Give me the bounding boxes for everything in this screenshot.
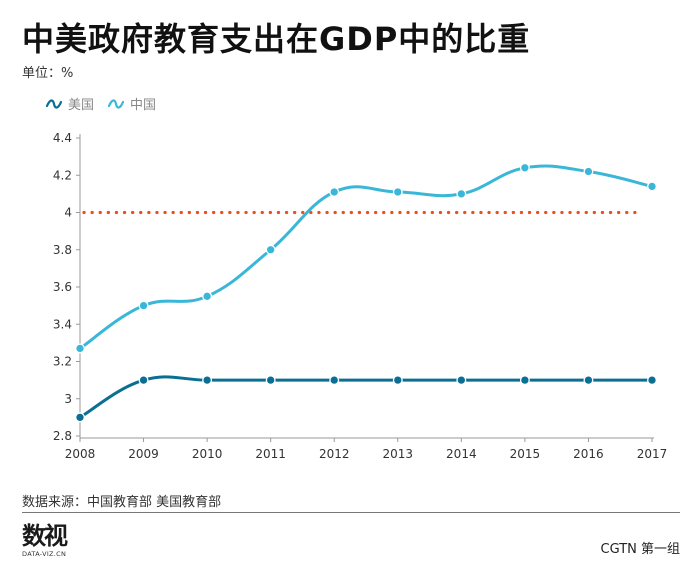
x-tick-label: 2016 bbox=[573, 447, 604, 461]
data-point-0-2016 bbox=[583, 375, 594, 386]
legend-item-us[interactable]: 美国 bbox=[46, 94, 94, 113]
legend-swatch-china-icon bbox=[108, 98, 125, 109]
series-line-1 bbox=[78, 164, 654, 350]
legend-swatch-us-icon bbox=[46, 98, 62, 109]
legend: 美国 中国 bbox=[46, 94, 156, 113]
data-point-1-2015 bbox=[519, 162, 530, 173]
line-chart: 2.8 3 3.2 3.4 3.6 3.8 4 4.2 4.4 2008 2009 2010 2011 2… bbox=[53, 131, 667, 461]
y-tick-label: 4 bbox=[64, 206, 72, 220]
x-tick-label: 2009 bbox=[128, 447, 159, 461]
chart-title: 中美政府教育支出在GDP中的比重 bbox=[22, 20, 531, 58]
data-point-1-2010 bbox=[202, 291, 213, 302]
y-tick-label: 3.2 bbox=[53, 355, 72, 369]
x-tick-label: 2010 bbox=[192, 447, 223, 461]
y-tick-label: 3.8 bbox=[53, 243, 72, 257]
data-point-1-2017 bbox=[647, 181, 657, 192]
y-tick-label: 4.2 bbox=[53, 168, 72, 182]
data-point-1-2014 bbox=[456, 188, 467, 199]
data-point-0-2013 bbox=[392, 375, 403, 386]
y-tick-label: 3.4 bbox=[53, 317, 72, 331]
footer-divider bbox=[22, 512, 680, 513]
x-tick-label: 2017 bbox=[637, 447, 668, 461]
y-tick-label: 2.8 bbox=[53, 429, 72, 443]
data-viz-logo: 数视 DATA-VIZ.CN bbox=[22, 522, 82, 568]
data-point-1-2013 bbox=[392, 187, 403, 197]
credit-text: CGTN 第一组 bbox=[600, 542, 681, 557]
unit-label: 单位：% bbox=[22, 66, 74, 81]
legend-label-us: 美国 bbox=[68, 98, 95, 113]
legend-item-china[interactable]: 中国 bbox=[108, 94, 156, 113]
x-tick-label: 2015 bbox=[510, 447, 541, 461]
data-point-1-2012 bbox=[329, 187, 340, 197]
series-points bbox=[75, 162, 657, 423]
legend-label-china: 中国 bbox=[130, 98, 157, 113]
x-tick-label: 2011 bbox=[255, 447, 286, 461]
y-tick-label: 3.6 bbox=[53, 280, 72, 294]
data-point-1-2009 bbox=[138, 300, 149, 311]
data-point-1-2008 bbox=[75, 343, 85, 354]
source-note: 数据来源：中国教育部 美国教育部 bbox=[22, 495, 222, 510]
data-point-1-2016 bbox=[583, 166, 594, 177]
data-point-0-2008 bbox=[75, 412, 85, 423]
data-point-0-2014 bbox=[456, 375, 467, 386]
series-line-0 bbox=[78, 375, 654, 419]
data-point-0-2011 bbox=[265, 375, 276, 386]
data-point-0-2015 bbox=[519, 375, 530, 386]
x-tick-label: 2014 bbox=[446, 447, 477, 461]
x-tick-label: 2012 bbox=[319, 447, 350, 461]
chart-axes: 2.8 3 3.2 3.4 3.6 3.8 4 4.2 4.4 2008 2009 2010 2011 2… bbox=[53, 131, 667, 461]
x-tick-label: 2008 bbox=[65, 447, 96, 461]
series-lines bbox=[78, 164, 654, 419]
data-point-0-2010 bbox=[202, 375, 213, 386]
y-tick-label: 4.4 bbox=[53, 131, 72, 145]
x-tick-label: 2013 bbox=[383, 447, 414, 461]
data-point-0-2012 bbox=[329, 375, 340, 386]
y-tick-label: 3 bbox=[64, 392, 72, 406]
data-point-0-2009 bbox=[138, 375, 149, 386]
data-point-1-2011 bbox=[265, 244, 276, 255]
data-point-0-2017 bbox=[647, 375, 657, 386]
logo-subtext: DATA-VIZ.CN bbox=[22, 550, 67, 558]
logo-mark: 数视 bbox=[22, 522, 68, 550]
